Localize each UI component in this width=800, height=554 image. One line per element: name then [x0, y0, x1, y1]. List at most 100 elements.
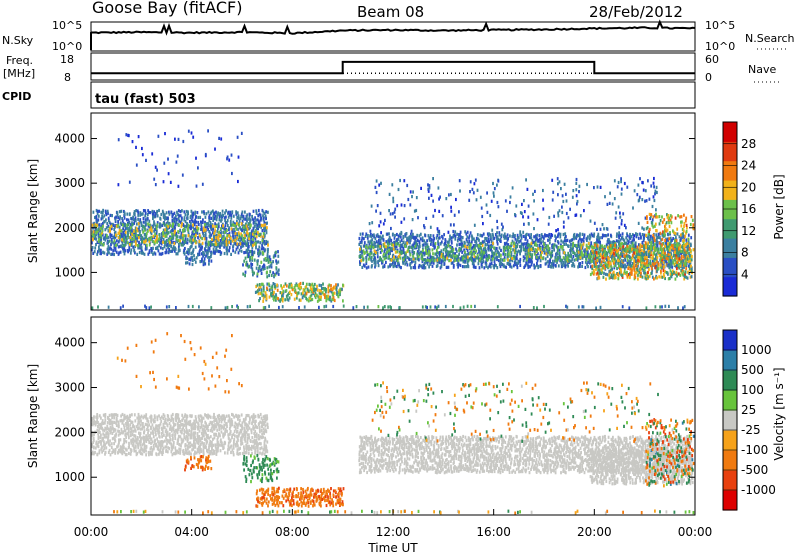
nsky-panel: N.Sky 10^5 10^0 10^5 10^0 N.Search — [2, 19, 795, 53]
rti-cell — [492, 254, 495, 258]
rti-cell — [567, 216, 570, 220]
rti-cell — [503, 258, 506, 262]
rti-cell — [362, 249, 365, 253]
rti-cell — [325, 290, 327, 294]
rti-cell — [685, 267, 688, 271]
rti-cell — [280, 284, 282, 288]
rti-cell — [608, 264, 611, 268]
rti-cell — [417, 257, 420, 261]
rti-cell — [432, 238, 435, 243]
rti-cell — [612, 240, 615, 244]
rti-cell — [374, 265, 376, 269]
rti-cell — [509, 250, 512, 254]
rti-cell — [342, 304, 345, 308]
rti-cell — [263, 264, 266, 268]
rti-cell — [113, 252, 115, 257]
rti-cell — [469, 190, 471, 194]
rti-cell — [437, 236, 440, 240]
rti-cell — [683, 262, 686, 266]
rti-cell — [577, 250, 580, 254]
rti-cell — [592, 250, 595, 255]
rti-cell — [651, 256, 654, 260]
rti-cell — [231, 239, 234, 243]
rti-cell — [189, 214, 192, 218]
rti-cell — [567, 251, 570, 255]
rti-cell — [256, 262, 259, 266]
rti-cell — [528, 247, 531, 251]
rti-cell — [676, 274, 678, 278]
rti-cell — [169, 223, 172, 227]
rti-cell — [275, 293, 277, 297]
rti-cell — [586, 182, 588, 187]
rti-cell — [624, 254, 626, 258]
rti-cell — [485, 257, 488, 261]
rti-cell — [251, 232, 254, 236]
rti-cell — [112, 222, 114, 226]
rti-cell — [402, 240, 405, 244]
rti-cell — [550, 233, 553, 237]
rti-cell — [141, 228, 144, 232]
freq-panel: Freq. [MHz] 18 8 60 0 Nave — [3, 52, 780, 84]
rti-cell — [525, 258, 528, 262]
rti-cell — [606, 240, 609, 244]
rti-cell — [164, 240, 167, 244]
rti-cell — [432, 256, 435, 260]
rti-cell — [650, 248, 653, 252]
rti-cell — [222, 230, 225, 234]
rti-cell — [664, 251, 667, 255]
rti-cell — [604, 249, 606, 253]
rti-cell — [203, 259, 206, 264]
rti-cell — [547, 249, 550, 253]
rti-cell — [232, 244, 235, 248]
rti-cell — [655, 274, 658, 278]
rti-cell — [459, 249, 461, 253]
rti-cell — [207, 251, 209, 255]
rti-cell — [422, 258, 425, 262]
rti-cell — [192, 135, 195, 139]
rti-cell — [231, 230, 234, 234]
rti-cell — [122, 239, 125, 243]
rti-cell — [240, 236, 243, 240]
rti-cell — [561, 258, 564, 262]
rti-cell — [507, 245, 510, 249]
rti-cell — [581, 261, 584, 265]
rti-cell — [663, 255, 665, 259]
rti-cell — [261, 282, 264, 286]
rti-cell — [313, 282, 316, 287]
rti-cell — [576, 258, 579, 262]
rti-cell — [586, 250, 589, 254]
rti-cell — [634, 251, 637, 255]
rti-cell — [156, 168, 158, 172]
rti-cell — [675, 256, 678, 260]
rti-cell — [149, 223, 151, 227]
rti-cell — [613, 257, 616, 261]
rti-cell — [611, 259, 614, 263]
rti-cell — [564, 261, 566, 265]
rti-cell — [134, 229, 137, 233]
rti-cell — [130, 248, 133, 252]
rti-cell — [204, 248, 207, 252]
rti-cell — [534, 238, 537, 242]
rti-cell — [397, 237, 400, 241]
rti-cell — [452, 229, 455, 234]
rti-cell — [193, 220, 196, 224]
rti-cell — [406, 183, 409, 188]
rti-cell — [223, 216, 226, 220]
rti-cell — [254, 224, 256, 228]
rti-cell — [333, 291, 336, 295]
rti-cell — [609, 270, 612, 274]
rti-cell — [120, 229, 123, 233]
rti-cell — [187, 129, 190, 133]
rti-cell — [92, 251, 95, 255]
rti-cell — [136, 244, 139, 248]
rti-cell — [399, 256, 402, 260]
rti-cell — [341, 287, 343, 291]
rti-cell — [394, 255, 397, 259]
rti-cell — [276, 288, 279, 292]
rti-cell — [101, 233, 104, 237]
rti-cell — [660, 259, 662, 263]
rti-cell — [320, 289, 322, 293]
rti-cell — [383, 250, 386, 254]
rti-cell — [444, 304, 447, 309]
